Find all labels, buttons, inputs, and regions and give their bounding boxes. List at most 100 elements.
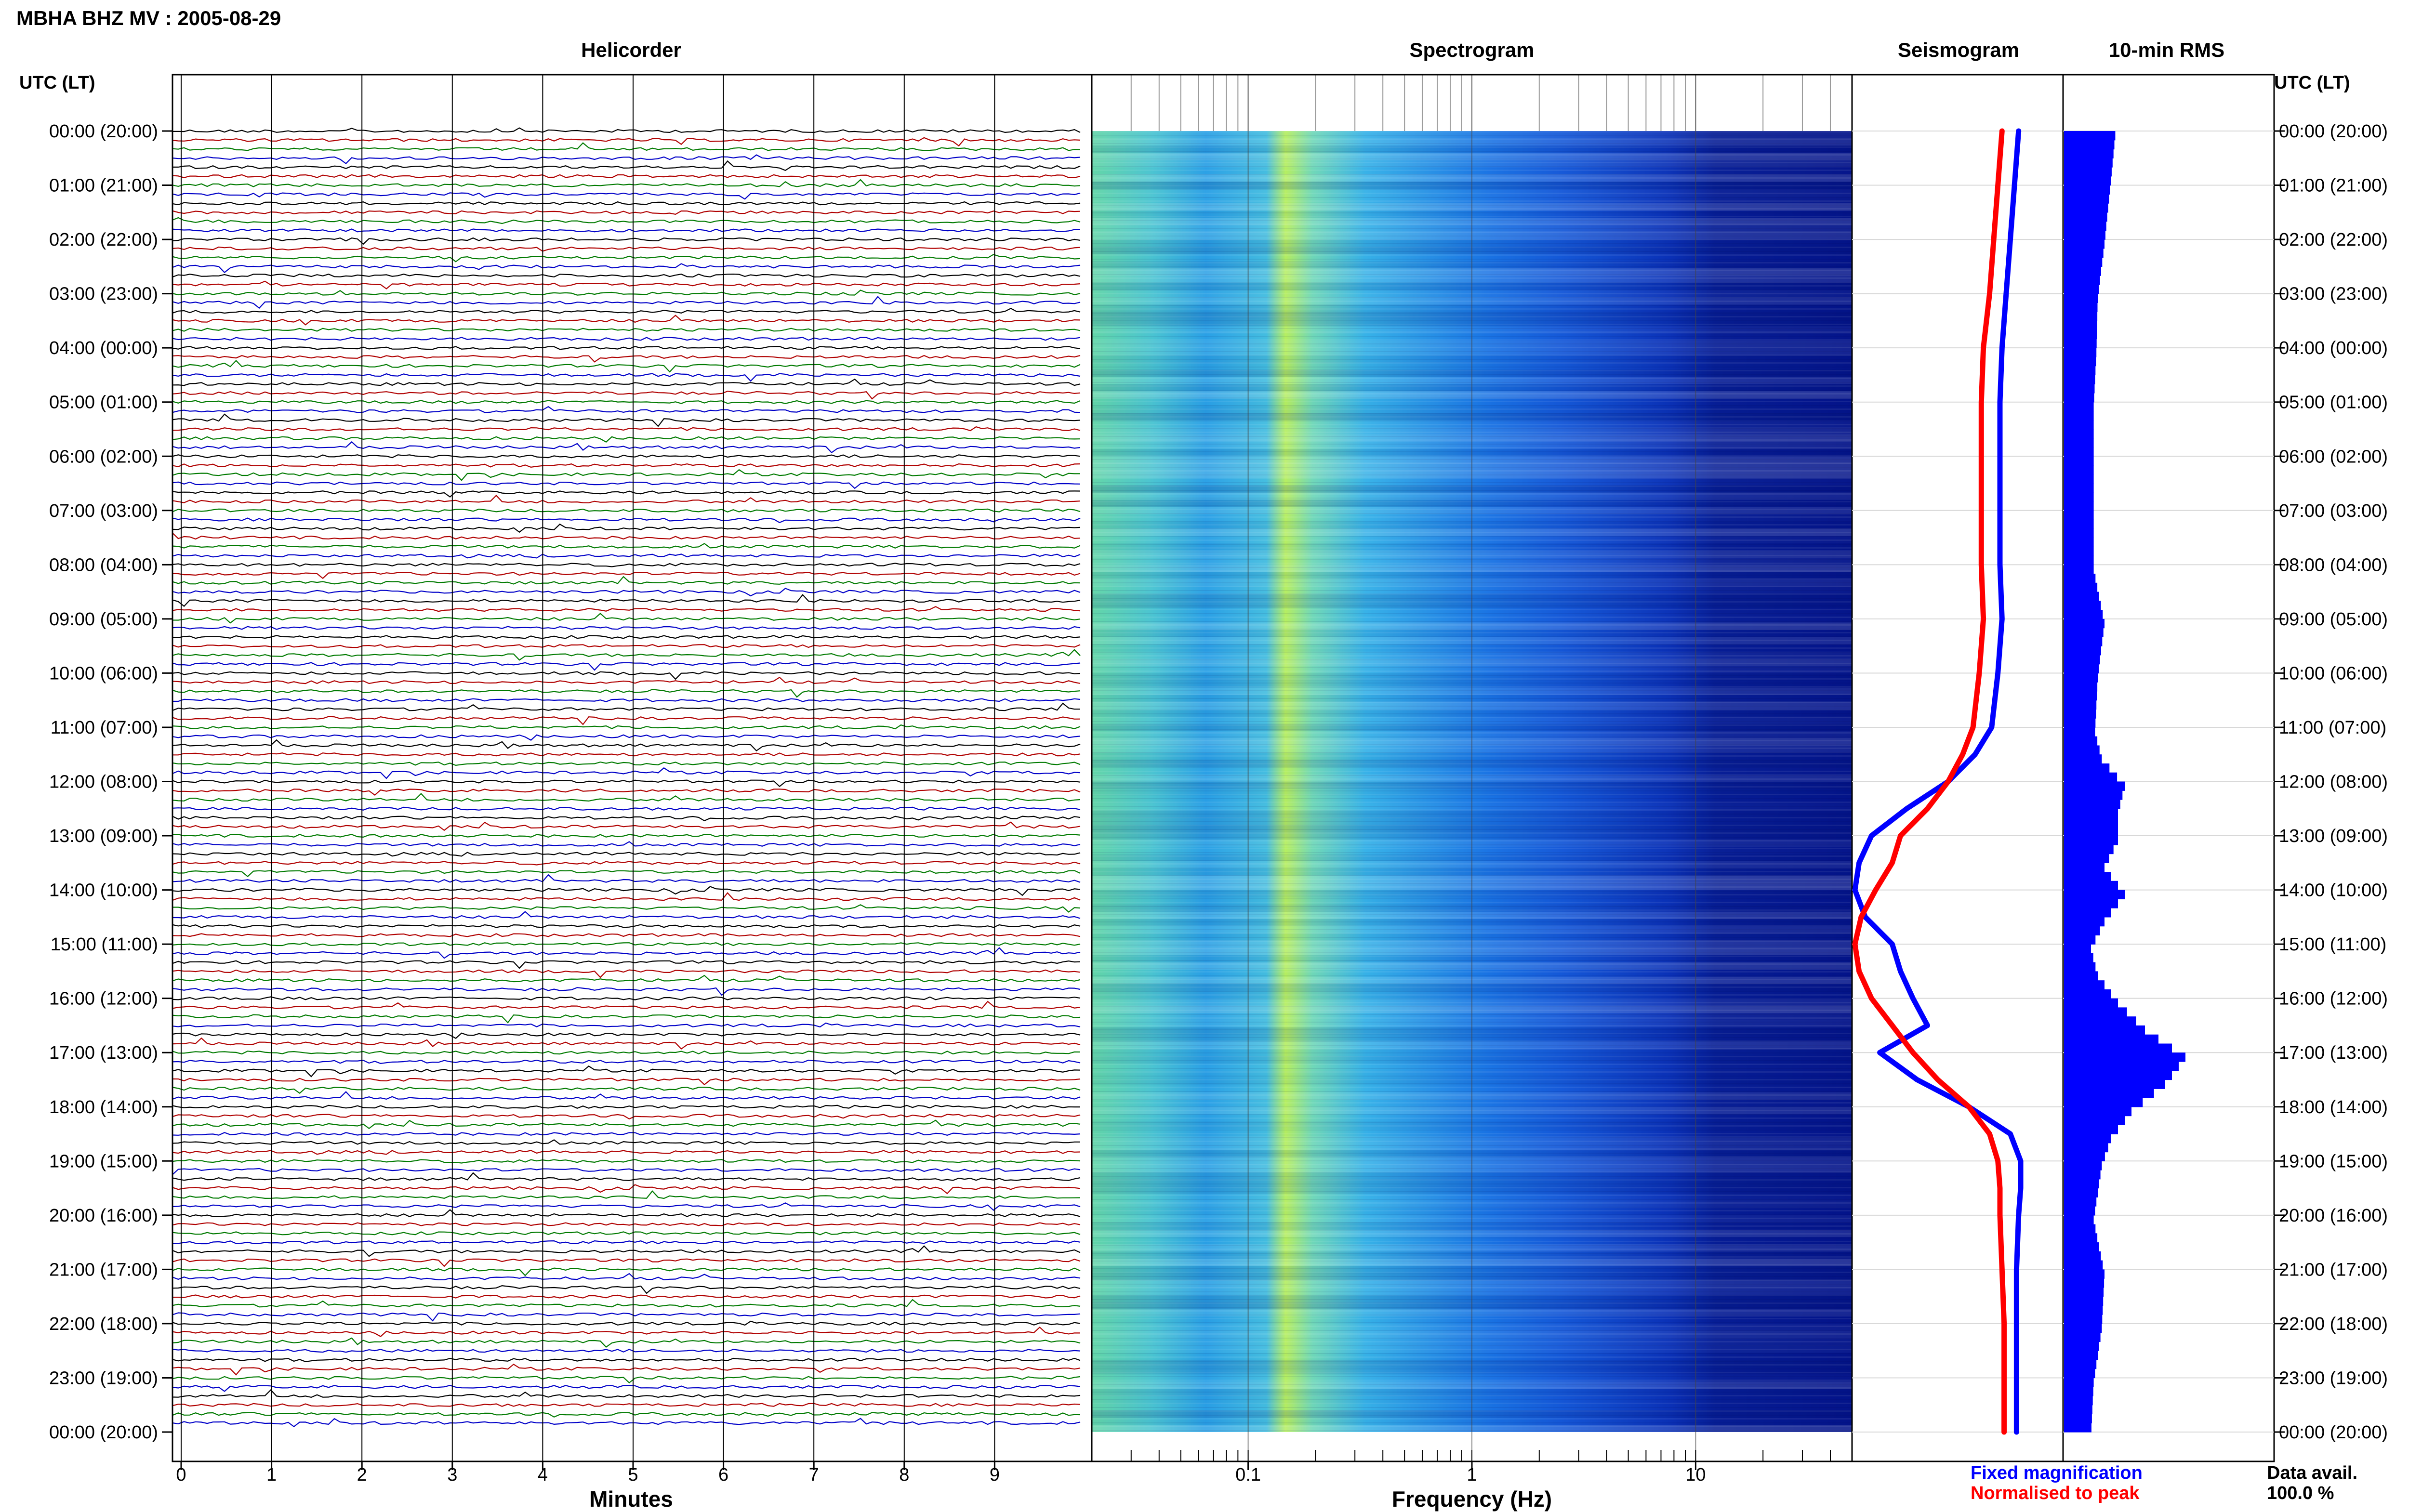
rms-bar	[2064, 998, 2118, 1008]
rms-bar	[2064, 185, 2110, 195]
helicorder-trace	[172, 861, 1081, 866]
helicorder-trace	[172, 1139, 1080, 1145]
rms-bar	[2064, 863, 2105, 872]
rms-bar	[2064, 1351, 2098, 1360]
y-tick-label-left: 00:00 (20:00)	[49, 1422, 158, 1443]
rms-bar	[2064, 293, 2098, 303]
helicorder-trace	[172, 833, 1081, 838]
helicorder-trace	[172, 1320, 1081, 1326]
rms-bar	[2064, 375, 2095, 384]
y-tick-label-right: 01:00 (21:00)	[2279, 176, 2388, 196]
y-tick-label-left: 00:00 (20:00)	[49, 121, 158, 142]
helicorder-trace	[172, 649, 1081, 661]
y-tick-label-left: 13:00 (09:00)	[49, 826, 158, 846]
helicorder-trace	[172, 289, 1081, 296]
helicorder-x-tick-label: 1	[266, 1465, 277, 1485]
y-tick-labels-right: 00:00 (20:00) 01:00 (21:00) 02:00 (22:00) 0…	[2274, 121, 2388, 1443]
rms-bar	[2064, 1242, 2099, 1252]
y-tick-label-right: 22:00 (18:00)	[2279, 1314, 2388, 1334]
rms-bar	[2064, 194, 2109, 204]
helicorder-trace	[172, 454, 1081, 459]
data-availability-label: Data avail.	[2267, 1463, 2357, 1483]
rms-bar	[2064, 565, 2094, 574]
rms-bar	[2064, 1387, 2093, 1396]
helicorder-trace	[172, 789, 1081, 796]
y-tick-label-left: 22:00 (18:00)	[49, 1314, 158, 1334]
helicorder-trace	[172, 779, 1081, 788]
helicorder-trace	[172, 1222, 1081, 1226]
helicorder-trace	[172, 1231, 1081, 1236]
helicorder-trace	[172, 996, 1081, 1000]
rms-bar	[2064, 655, 2100, 665]
rms-bar	[2064, 790, 2123, 800]
helicorder-trace	[172, 852, 1081, 857]
rms-bar	[2064, 582, 2098, 592]
rms-bar	[2064, 402, 2094, 412]
helicorder-trace	[172, 441, 1081, 454]
helicorder-trace	[172, 594, 1081, 607]
seismogram-title: Seismogram	[1898, 39, 2019, 61]
helicorder-trace	[172, 734, 1081, 741]
y-tick-label-right: 10:00 (06:00)	[2279, 663, 2388, 684]
rms-bar	[2064, 438, 2094, 448]
helicorder-trace	[172, 337, 1081, 341]
seismogram-hour-gridlines	[1852, 131, 2063, 1433]
helicorder-trace	[172, 1245, 1081, 1257]
helicorder-x-tick-label: 9	[990, 1465, 1000, 1485]
helicorder-trace	[172, 626, 1081, 630]
seismogram-series-fixed-magnification	[1852, 128, 2024, 1435]
helicorder-trace	[172, 1299, 1081, 1308]
rms-bar	[2064, 501, 2094, 511]
rms-bar	[2064, 682, 2098, 692]
helicorder-trace	[172, 296, 1081, 309]
rms-bar	[2064, 456, 2094, 466]
rms-bar	[2064, 1323, 2102, 1333]
helicorder-trace	[172, 495, 1081, 504]
helicorder-trace	[172, 280, 1081, 289]
rms-bar	[2064, 1007, 2127, 1017]
helicorder-trace	[172, 543, 1081, 549]
y-tick-label-right: 07:00 (03:00)	[2279, 501, 2388, 521]
rms-bar	[2064, 836, 2118, 845]
rms-bar	[2064, 519, 2094, 529]
helicorder-trace	[172, 613, 1081, 624]
helicorder-trace	[172, 960, 1081, 969]
rms-bar	[2064, 1079, 2165, 1089]
rms-bar	[2064, 384, 2095, 394]
rms-bar	[2064, 483, 2094, 493]
y-tick-label-right: 13:00 (09:00)	[2279, 826, 2388, 846]
rms-bar	[2064, 312, 2098, 321]
helicorder-trace	[172, 793, 1081, 802]
rms-bar	[2064, 935, 2096, 945]
helicorder-trace	[172, 1037, 1081, 1050]
rms-bar	[2064, 1423, 2091, 1433]
spectrogram-x-tick-label: 1	[1467, 1465, 1477, 1485]
rms-bar	[2064, 1315, 2103, 1324]
rms-bar	[2064, 1269, 2105, 1279]
rms-bar	[2064, 745, 2100, 755]
rms-bar	[2064, 1251, 2101, 1261]
helicorder-trace	[172, 1312, 1081, 1322]
helicorder-trace	[172, 588, 1081, 597]
helicorder-trace	[172, 553, 1081, 559]
rms-bar	[2064, 528, 2094, 538]
helicorder-trace	[172, 752, 1081, 757]
rms-bar	[2064, 276, 2100, 285]
helicorder-trace	[172, 886, 1081, 896]
helicorder-trace	[172, 1403, 1081, 1407]
helicorder-x-tick-label: 2	[357, 1465, 367, 1485]
helicorder-trace	[172, 1363, 1081, 1376]
rms-bar	[2064, 664, 2099, 674]
helicorder-trace	[172, 767, 1081, 779]
helicorder-trace	[172, 635, 1081, 639]
y-tick-label-left: 02:00 (22:00)	[49, 230, 158, 250]
y-tick-label-right: 19:00 (15:00)	[2279, 1151, 2388, 1171]
rms-bar	[2064, 1332, 2101, 1342]
helicorder-trace	[172, 391, 1081, 400]
helicorder-trace	[172, 576, 1081, 585]
helicorder-trace	[172, 406, 1081, 413]
helicorder-trace	[172, 523, 1081, 533]
y-tick-label-left: 16:00 (12:00)	[49, 989, 158, 1009]
helicorder-trace	[172, 563, 1081, 567]
rms-bar	[2064, 320, 2097, 330]
